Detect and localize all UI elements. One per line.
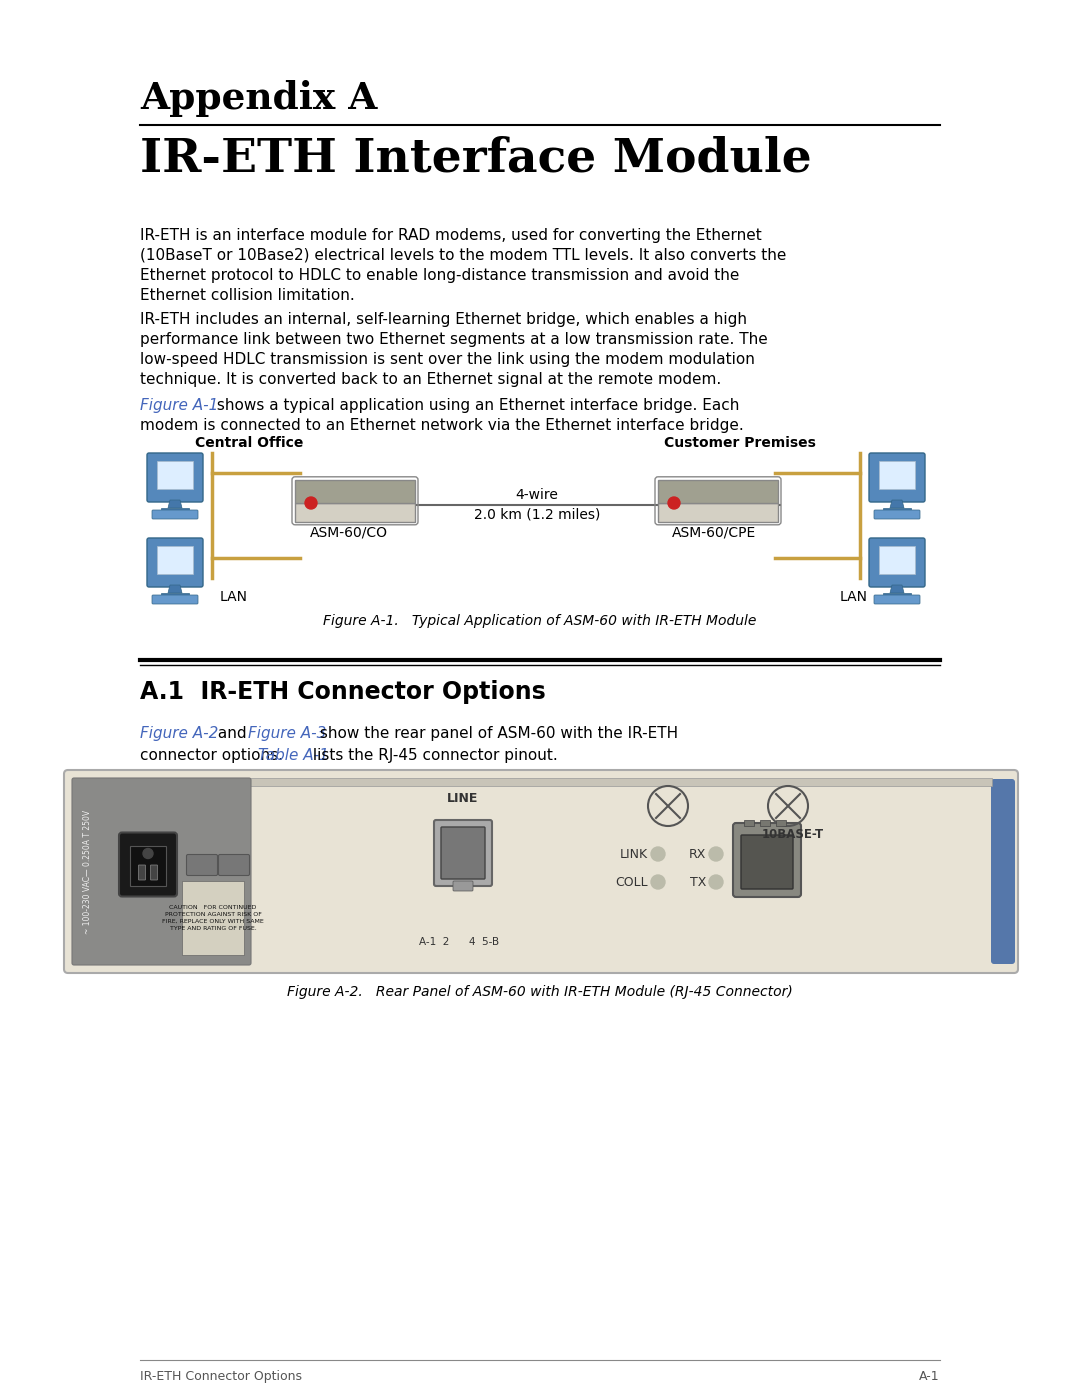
Text: Customer Premises: Customer Premises <box>664 436 815 450</box>
Text: A.1  IR-ETH Connector Options: A.1 IR-ETH Connector Options <box>140 680 545 704</box>
FancyBboxPatch shape <box>183 882 244 956</box>
FancyBboxPatch shape <box>161 592 189 597</box>
FancyBboxPatch shape <box>879 461 915 489</box>
Text: ~ 100-230 VAC— 0.250A T 250V: ~ 100-230 VAC— 0.250A T 250V <box>83 809 93 933</box>
Text: and: and <box>213 726 252 740</box>
Text: (10BaseT or 10Base2) electrical levels to the modem TTL levels. It also converts: (10BaseT or 10Base2) electrical levels t… <box>140 249 786 263</box>
Text: IR-ETH includes an internal, self-learning Ethernet bridge, which enables a high: IR-ETH includes an internal, self-learni… <box>140 312 747 327</box>
FancyBboxPatch shape <box>777 820 786 826</box>
Polygon shape <box>168 585 183 592</box>
FancyBboxPatch shape <box>869 538 924 587</box>
FancyBboxPatch shape <box>453 882 473 891</box>
FancyBboxPatch shape <box>741 835 793 888</box>
Text: technique. It is converted back to an Ethernet signal at the remote modem.: technique. It is converted back to an Et… <box>140 372 721 387</box>
FancyBboxPatch shape <box>138 865 146 880</box>
Text: modem is connected to an Ethernet network via the Ethernet interface bridge.: modem is connected to an Ethernet networ… <box>140 418 744 433</box>
FancyBboxPatch shape <box>883 509 912 511</box>
Text: 2.0 km (1.2 miles): 2.0 km (1.2 miles) <box>474 507 600 521</box>
Text: LINE: LINE <box>447 792 478 805</box>
Text: Ethernet collision limitation.: Ethernet collision limitation. <box>140 288 354 303</box>
FancyBboxPatch shape <box>883 592 912 597</box>
Circle shape <box>651 847 665 861</box>
FancyBboxPatch shape <box>157 546 193 574</box>
FancyBboxPatch shape <box>733 823 801 897</box>
FancyBboxPatch shape <box>295 479 415 503</box>
Polygon shape <box>168 500 183 509</box>
Text: Ethernet protocol to HDLC to enable long-distance transmission and avoid the: Ethernet protocol to HDLC to enable long… <box>140 268 740 284</box>
Text: Figure A-1: Figure A-1 <box>140 398 218 414</box>
FancyBboxPatch shape <box>150 865 158 880</box>
Text: LAN: LAN <box>220 590 248 604</box>
FancyBboxPatch shape <box>434 820 492 886</box>
FancyBboxPatch shape <box>744 820 754 826</box>
FancyBboxPatch shape <box>72 778 251 965</box>
Text: Central Office: Central Office <box>195 436 303 450</box>
Text: LINK: LINK <box>620 848 648 861</box>
Text: Figure A-3: Figure A-3 <box>248 726 326 740</box>
Text: Figure A-1.   Typical Application of ASM-60 with IR-ETH Module: Figure A-1. Typical Application of ASM-6… <box>323 615 757 629</box>
Polygon shape <box>130 845 166 886</box>
FancyBboxPatch shape <box>218 855 249 876</box>
Text: IR-ETH is an interface module for RAD modems, used for converting the Ethernet: IR-ETH is an interface module for RAD mo… <box>140 228 761 243</box>
Text: A-1  2      4  5-B: A-1 2 4 5-B <box>419 937 499 947</box>
FancyBboxPatch shape <box>152 595 198 604</box>
FancyBboxPatch shape <box>295 503 415 522</box>
Text: ASM-60/CO: ASM-60/CO <box>310 525 388 539</box>
Text: TX: TX <box>690 876 706 888</box>
Polygon shape <box>890 500 904 509</box>
Text: Figure A-2: Figure A-2 <box>140 726 218 740</box>
FancyBboxPatch shape <box>874 510 920 520</box>
FancyBboxPatch shape <box>658 503 778 522</box>
Text: performance link between two Ethernet segments at a low transmission rate. The: performance link between two Ethernet se… <box>140 332 768 346</box>
Text: connector options.: connector options. <box>140 747 288 763</box>
Text: ASM-60/CPE: ASM-60/CPE <box>672 525 756 539</box>
FancyBboxPatch shape <box>760 820 770 826</box>
FancyBboxPatch shape <box>991 780 1015 964</box>
FancyBboxPatch shape <box>658 479 778 503</box>
Text: shows a typical application using an Ethernet interface bridge. Each: shows a typical application using an Eth… <box>212 398 740 414</box>
FancyBboxPatch shape <box>187 855 217 876</box>
Text: IR-ETH Connector Options: IR-ETH Connector Options <box>140 1370 302 1383</box>
Circle shape <box>143 848 153 859</box>
Text: lists the RJ-45 connector pinout.: lists the RJ-45 connector pinout. <box>308 747 557 763</box>
FancyBboxPatch shape <box>879 546 915 574</box>
FancyBboxPatch shape <box>152 510 198 520</box>
FancyBboxPatch shape <box>874 595 920 604</box>
Text: COLL: COLL <box>616 876 648 888</box>
Text: IR-ETH Interface Module: IR-ETH Interface Module <box>140 136 812 182</box>
FancyBboxPatch shape <box>157 461 193 489</box>
Circle shape <box>305 497 318 509</box>
FancyBboxPatch shape <box>161 509 189 511</box>
Text: Figure A-2.   Rear Panel of ASM-60 with IR-ETH Module (RJ-45 Connector): Figure A-2. Rear Panel of ASM-60 with IR… <box>287 985 793 999</box>
FancyBboxPatch shape <box>119 833 177 897</box>
FancyBboxPatch shape <box>869 453 924 502</box>
Text: Table A-1: Table A-1 <box>258 747 329 763</box>
Text: RX: RX <box>689 848 706 861</box>
Circle shape <box>669 497 680 509</box>
Polygon shape <box>890 585 904 592</box>
Text: A-1: A-1 <box>919 1370 940 1383</box>
Circle shape <box>708 875 723 888</box>
Text: 4-wire: 4-wire <box>515 488 558 502</box>
FancyBboxPatch shape <box>64 770 1018 972</box>
Text: Appendix A: Appendix A <box>140 80 377 117</box>
Text: low-speed HDLC transmission is sent over the link using the modem modulation: low-speed HDLC transmission is sent over… <box>140 352 755 367</box>
Text: 10BASE-T: 10BASE-T <box>761 828 824 841</box>
FancyBboxPatch shape <box>147 538 203 587</box>
FancyBboxPatch shape <box>147 453 203 502</box>
Circle shape <box>651 875 665 888</box>
Text: LAN: LAN <box>840 590 868 604</box>
Text: show the rear panel of ASM-60 with the IR-ETH: show the rear panel of ASM-60 with the I… <box>315 726 678 740</box>
FancyBboxPatch shape <box>72 778 993 787</box>
FancyBboxPatch shape <box>441 827 485 879</box>
Text: CAUTION   FOR CONTINUED
PROTECTION AGAINST RISK OF
FIRE, REPLACE ONLY WITH SAME
: CAUTION FOR CONTINUED PROTECTION AGAINST… <box>162 905 264 930</box>
Circle shape <box>708 847 723 861</box>
